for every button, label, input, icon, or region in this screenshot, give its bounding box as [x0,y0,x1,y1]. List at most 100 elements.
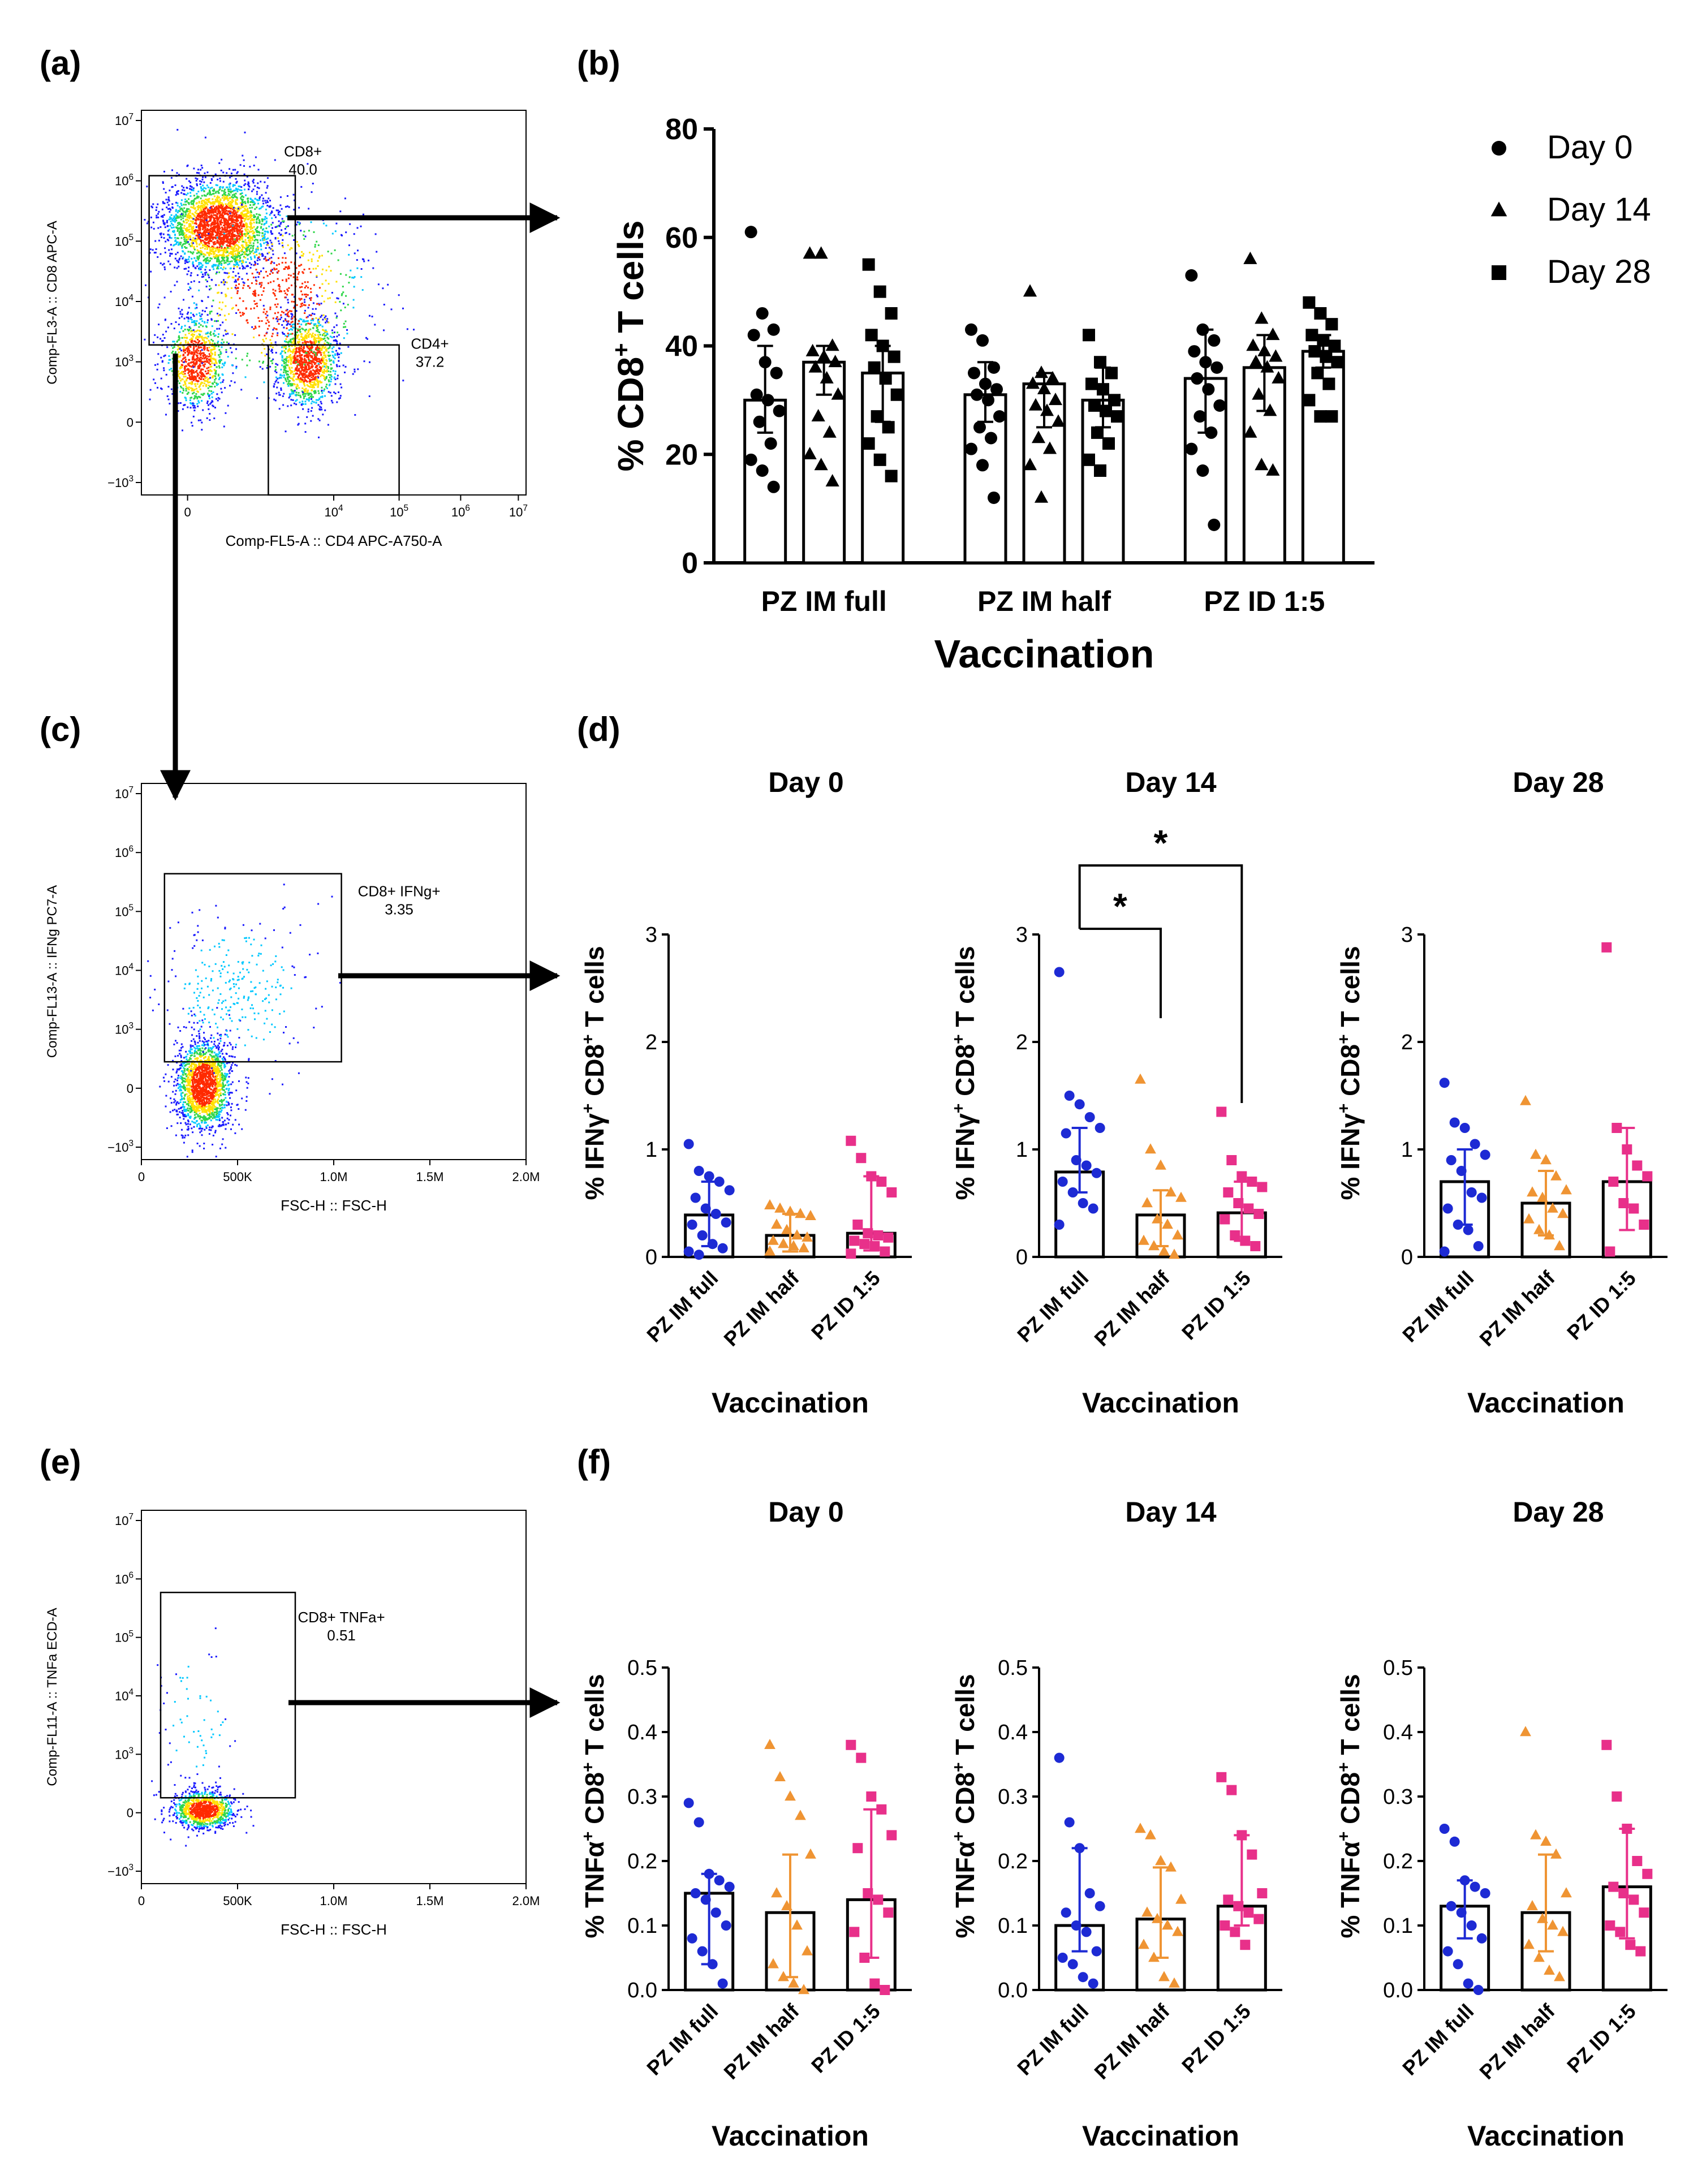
flow-event [207,369,209,372]
flow-event [200,189,202,192]
flow-event [218,354,220,356]
flow-event [283,366,285,368]
flow-event [165,240,167,243]
flow-event [239,267,241,269]
flow-event [357,368,359,371]
flow-event [294,394,296,396]
flow-event [307,286,309,288]
flow-event [238,245,240,248]
flow-event [193,231,196,233]
flow-event [201,218,203,221]
flow-event [163,222,166,224]
flow-event [334,331,335,334]
flow-event [275,226,278,228]
flow-event [286,216,288,217]
flow-event [180,342,182,344]
flow-event [311,260,313,262]
flow-event [265,238,268,240]
flow-event [193,214,196,217]
flow-event [222,208,224,210]
flow-event [242,261,244,263]
flow-event [300,230,302,232]
flow-event [251,237,253,239]
flow-event [201,212,203,214]
flow-event [242,244,244,247]
flow-event [204,216,206,218]
flow-event [223,236,226,239]
flow-event [326,369,328,371]
flow-event [287,383,289,385]
flow-event [201,309,204,312]
flow-event [195,360,197,362]
flow-event [164,226,166,229]
flow-event [304,373,306,375]
flow-event [188,216,191,218]
flow-event [206,257,209,259]
flow-event [189,223,192,225]
flow-event [227,254,230,256]
flow-event [236,216,238,218]
flow-event [260,245,262,247]
flow-event [195,180,197,182]
flow-event [301,387,304,389]
flow-event [260,226,262,228]
flow-event [200,360,202,363]
flow-event [275,372,278,373]
flow-event [316,364,318,367]
flow-event [305,371,307,373]
flow-event [176,205,179,206]
flow-event [286,376,288,378]
flow-event [154,364,156,366]
flow-event [210,230,212,232]
flow-event [318,366,321,368]
flow-event [256,193,258,195]
flow-event [178,339,180,341]
flow-event [304,304,307,307]
flow-event [256,397,258,399]
flow-event [230,217,232,219]
flow-event [179,216,181,218]
flow-event [214,343,216,345]
flow-event [183,350,185,352]
flow-event [194,364,196,366]
flow-event [288,333,290,335]
flow-event [199,352,201,354]
flow-event [187,364,189,367]
flow-event [195,346,197,347]
flow-event [263,234,265,236]
flow-event [219,216,221,218]
flow-event [192,361,194,364]
flow-event [220,359,222,361]
flow-event [312,386,314,389]
flow-event [195,395,197,398]
flow-event [304,312,306,314]
flow-event [219,238,222,240]
flow-event [301,367,303,369]
flow-event [270,248,272,250]
flow-event [227,287,229,290]
flow-event [341,294,343,296]
flow-event [307,391,309,393]
flow-event [212,353,213,355]
flow-event [212,375,214,377]
flow-event [199,218,201,221]
flow-event [160,338,162,340]
flow-event [235,281,237,283]
flow-event [226,222,227,224]
flow-event [223,283,226,286]
flow-event [207,225,209,227]
flow-event [199,363,201,365]
flow-event [277,320,279,322]
flow-event [205,359,208,361]
flow-event [210,257,213,260]
flow-event [194,376,196,378]
flow-event [174,216,175,218]
flow-event [231,245,233,248]
flow-event [199,210,201,212]
flow-event [196,215,199,217]
flow-event [308,334,310,336]
flow-event [265,201,267,204]
flow-event [222,227,224,229]
flow-event [210,402,212,404]
